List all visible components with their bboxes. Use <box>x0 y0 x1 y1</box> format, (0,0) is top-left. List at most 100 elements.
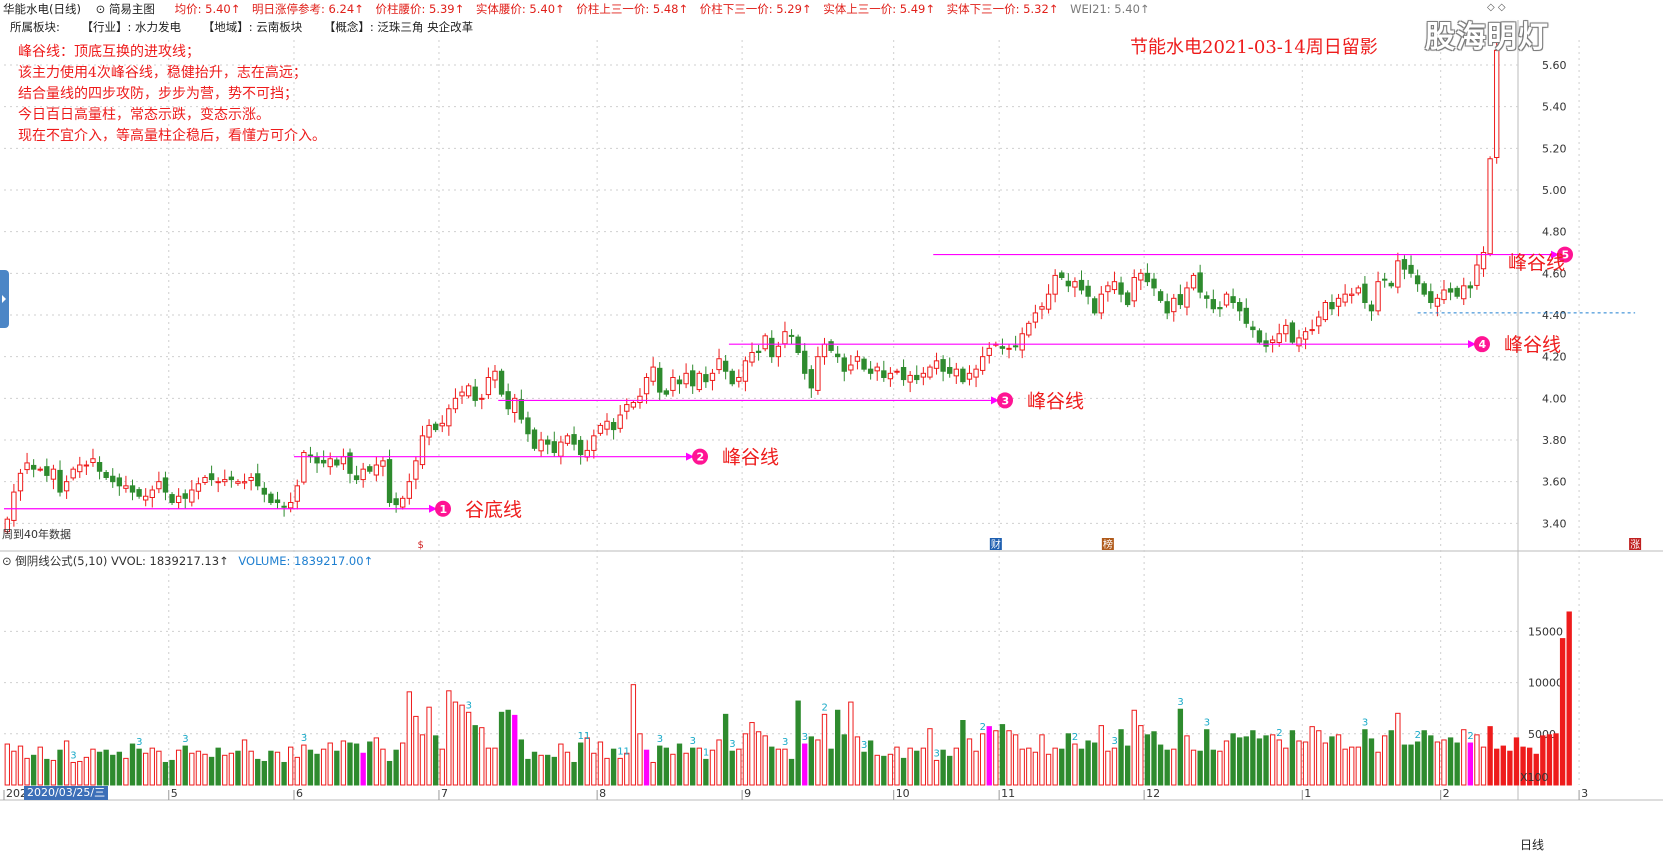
candle-body <box>367 466 373 472</box>
volume-bar <box>202 753 208 786</box>
event-marker: 榜 <box>1103 538 1113 551</box>
period-tab-daily[interactable]: 日线 <box>1520 838 1545 852</box>
candle-body <box>1421 283 1427 295</box>
window-control-icons[interactable]: ◇ ◇ <box>1487 2 1506 13</box>
candle-body <box>1474 264 1480 286</box>
volume-bar <box>657 745 663 786</box>
volume-bar <box>1553 733 1559 786</box>
candle-body <box>564 435 571 444</box>
volume-bar <box>90 748 96 786</box>
event-marker-box <box>1629 538 1642 550</box>
volume-bar <box>1045 753 1052 786</box>
volume-bar <box>900 757 907 786</box>
volume-bar <box>1204 729 1210 786</box>
peak-valley-marker <box>1557 246 1573 263</box>
candle-body <box>241 481 248 484</box>
volume-bar <box>1494 748 1500 786</box>
peak-valley-marker <box>1474 336 1490 353</box>
indicator-header-bar: 华能水电(日线) ⊙ 简易主图 均价: 5.40↑ 明日涨停参考: 6.24↑ … <box>0 0 1663 18</box>
candle-body <box>960 368 966 383</box>
candle-body <box>624 404 630 412</box>
candle-body <box>202 477 208 483</box>
candle-body <box>630 402 637 408</box>
volume-bar <box>386 760 393 786</box>
volume-bar <box>742 733 749 786</box>
candle-body <box>1355 287 1361 294</box>
candle-body <box>1368 304 1375 312</box>
volume-bar <box>419 734 426 786</box>
candle-body <box>1256 330 1263 343</box>
candle-body <box>1111 281 1118 291</box>
stock-title[interactable]: 华能水电(日线) <box>3 2 81 16</box>
sector-region[interactable]: 【地域】: 云南板块 <box>202 20 303 34</box>
candle-body <box>347 452 353 474</box>
indicator-name: 倒阴线公式(5,10) <box>15 554 108 568</box>
candle-body <box>426 424 432 438</box>
side-panel-toggle[interactable] <box>0 270 9 328</box>
volume-bar <box>676 743 683 786</box>
candle-body <box>1289 322 1296 343</box>
indicator-selector[interactable]: ⊙ 倒阴线公式(5,10) <box>2 554 108 568</box>
volume-bar <box>1408 744 1414 786</box>
volume-bar <box>782 748 788 786</box>
candle-body <box>881 370 887 379</box>
volume-bar <box>1032 751 1039 786</box>
volume-count-label: 3 <box>301 733 307 744</box>
volume-bar <box>1092 742 1098 786</box>
volume-bar <box>808 736 814 786</box>
volume-bar <box>525 758 531 786</box>
volume-bar <box>914 750 920 786</box>
candle-body <box>1349 293 1355 296</box>
volume-bar <box>314 753 320 786</box>
volume-bar <box>103 749 109 786</box>
volume-bar <box>136 748 142 786</box>
volume-bar <box>1546 734 1553 786</box>
volume-count-label: 3 <box>1111 736 1117 747</box>
volume-bar <box>564 751 571 786</box>
volume-bar <box>650 761 656 786</box>
candle-body <box>1171 297 1177 313</box>
volume-bar <box>643 749 650 786</box>
candle-body <box>802 350 808 374</box>
vvol-value: VVOL: 1839217.13↑ <box>111 554 229 568</box>
volume-bar <box>624 752 630 786</box>
volume-bar <box>274 751 281 786</box>
volume-bar <box>1065 733 1072 786</box>
event-marker-box <box>989 538 1002 550</box>
candle-body <box>900 367 907 381</box>
candle-body <box>525 417 531 435</box>
candle-body <box>1039 306 1045 310</box>
template-selector[interactable]: ⊙ 简易主图 <box>95 2 155 16</box>
volume-bar <box>979 733 986 786</box>
candle-body <box>301 452 307 483</box>
sector-industry[interactable]: 【行业】: 水力发电 <box>81 20 182 34</box>
candle-body <box>538 439 544 452</box>
candle-body <box>1098 293 1104 314</box>
volume-bar <box>933 759 940 786</box>
volume-bar <box>571 761 577 786</box>
volume-bar <box>538 754 544 786</box>
candle-body <box>1487 158 1493 255</box>
volume-bar <box>1131 709 1137 786</box>
price-tick-label: 3.60 <box>1542 476 1567 489</box>
candle-body <box>1243 307 1249 324</box>
volume-count-label: 3 <box>466 700 472 711</box>
volume-bar <box>156 750 162 786</box>
candle-body <box>1184 287 1190 308</box>
volume-multiplier: X100 <box>1520 771 1549 784</box>
candle-body <box>861 358 867 370</box>
watermark-logo: 股海明灯 <box>1425 20 1549 55</box>
candle-body <box>676 379 683 385</box>
cursor-date-box: 2020/03/25/三 <box>24 786 109 800</box>
volume-bar <box>729 750 735 786</box>
candle-body <box>1092 298 1098 314</box>
candle-body <box>492 370 498 381</box>
peak-valley-arrow <box>686 452 694 461</box>
sector-concept[interactable]: 【概念】: 泛珠三角 央企改革 <box>323 20 474 34</box>
candle-body <box>1157 291 1164 301</box>
limit-up-ref: 明日涨停参考: 6.24↑ <box>252 2 364 16</box>
candle-body <box>650 366 656 382</box>
month-label: 5 <box>171 787 178 800</box>
candle-body <box>1342 293 1348 303</box>
